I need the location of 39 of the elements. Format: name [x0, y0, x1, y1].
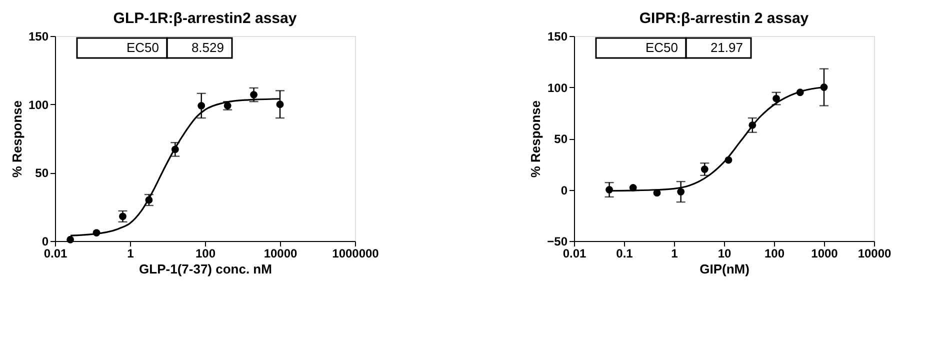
y-tick-label: 150 — [547, 30, 568, 44]
point — [198, 102, 206, 110]
point — [677, 188, 685, 196]
y-axis-title: % Response — [9, 100, 24, 178]
y-tick-label: 50 — [554, 132, 568, 146]
x-tick-label: 1000 — [811, 246, 838, 260]
x-tick-label: 10 — [718, 246, 732, 260]
annotation: 8.529 — [191, 40, 224, 55]
x-tick-label: 1 — [671, 246, 678, 260]
x-tick-label: 1 — [127, 246, 134, 260]
y-axis-title: % Response — [528, 100, 544, 178]
point — [276, 100, 284, 108]
annotation: EC50 — [645, 40, 678, 55]
annotation: EC50 — [126, 40, 159, 55]
x-tick-label: 0.01 — [562, 246, 586, 260]
chart-title: GLP-1R:β-arrestin2 assay — [113, 10, 298, 27]
point — [250, 91, 258, 98]
y-tick-label: 100 — [28, 98, 49, 112]
y-tick-label: 50 — [35, 166, 49, 180]
y-tick-label: 0 — [560, 183, 568, 198]
x-tick-label: 100 — [764, 246, 785, 260]
x-tick-label: 0.1 — [616, 246, 634, 260]
x-tick-label: 0.01 — [44, 246, 68, 260]
chart-title: GIPR:β-arrestin 2 assay — [639, 10, 810, 27]
point — [119, 212, 126, 220]
point — [700, 166, 708, 173]
x-tick-label: 10000 — [264, 246, 298, 260]
annotation: 21.97 — [710, 40, 743, 55]
x-axis-title: GIP(nM) — [700, 262, 750, 276]
x-tick-label: 1000000 — [332, 246, 380, 260]
y-tick-label: 150 — [28, 30, 49, 44]
x-tick-label: 100 — [195, 246, 216, 260]
y-tick-label: 100 — [547, 80, 568, 95]
y-tick-label: −50 — [547, 234, 568, 248]
x-axis-title: GLP-1(7-37) conc. nM — [139, 262, 272, 276]
point — [772, 94, 780, 102]
x-tick-label: 10000 — [858, 246, 892, 260]
point — [66, 236, 74, 244]
y-tick-label: 0 — [42, 234, 49, 248]
